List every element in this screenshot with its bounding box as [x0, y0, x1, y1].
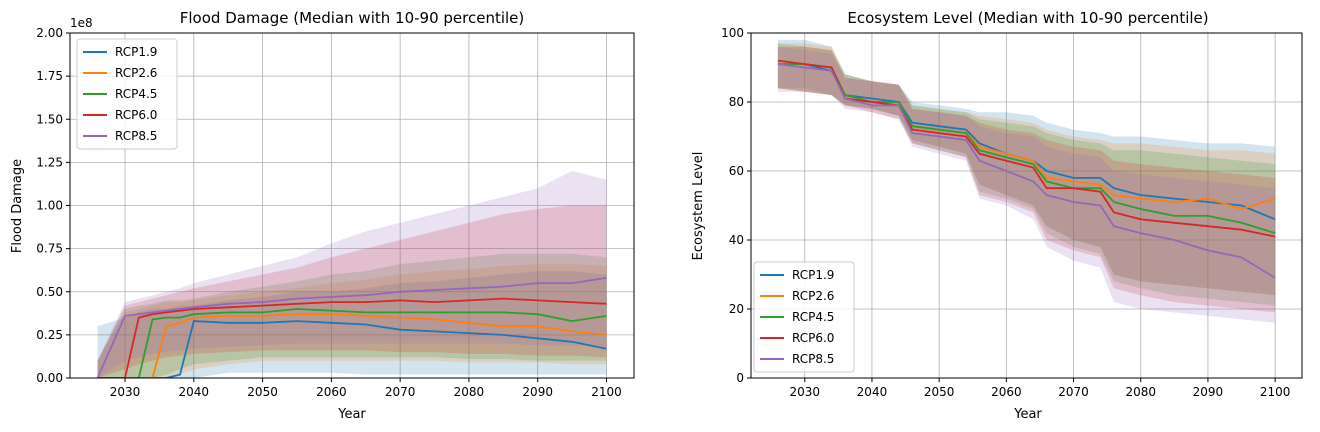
line-rcp4-5: [777, 63, 1276, 234]
x-tick-label: 2090: [522, 385, 553, 399]
line-rcp1-9: [97, 320, 607, 378]
y-tick-label: 0.00: [36, 371, 63, 385]
band-rcp1-9: [777, 39, 1276, 296]
x-axis-label: Year: [1013, 407, 1042, 422]
legend-frame: [76, 38, 178, 150]
line-rcp2-6: [97, 313, 607, 378]
x-axis-label: Year: [337, 407, 366, 422]
y-tick-label: 100: [721, 26, 744, 40]
y-tick-label: 20: [729, 302, 744, 316]
y-tick-label: 0: [736, 371, 744, 385]
y-offset-label: 1e8: [70, 16, 93, 30]
x-tick-label: 2100: [1260, 385, 1291, 399]
y-tick-label: 1.25: [36, 155, 63, 169]
legend-label: RCP6.0: [792, 331, 834, 345]
x-tick-label: 2040: [179, 385, 210, 399]
band-rcp6-0: [97, 205, 607, 378]
legend: RCP1.9 RCP2.6 RCP4.5 RCP6.0 RCP8.5: [753, 261, 855, 373]
y-tick-label: 60: [729, 164, 744, 178]
y-tick-label: 0.75: [36, 242, 63, 256]
band-rcp8-5: [777, 46, 1276, 323]
legend-label: RCP4.5: [115, 87, 157, 101]
legend-label: RCP1.9: [115, 45, 157, 59]
x-tick-label: 2070: [1058, 385, 1089, 399]
legend-label: RCP8.5: [792, 352, 834, 366]
ecosystem-level-chart: Ecosystem Level (Median with 10-90 perce…: [691, 9, 1303, 422]
line-rcp4-5: [97, 308, 607, 378]
y-tick-label: 1.75: [36, 69, 63, 83]
y-axis-label: Flood Damage: [10, 159, 25, 253]
axes-frame: [750, 32, 1303, 379]
ticks: 2030 2040 2050 2060 2070 2080 2090 210002040608…: [721, 26, 1290, 399]
line-rcp8-5: [777, 63, 1276, 279]
plot-area: [96, 171, 607, 378]
line-rcp8-5: [96, 277, 607, 378]
x-tick-label: 2070: [385, 385, 416, 399]
ticks: 2030 2040 2050 2060 2070 2080 2090 2100 0.00 0.25…: [36, 26, 621, 399]
legend-label: RCP1.9: [792, 268, 834, 282]
legend-label: RCP6.0: [115, 108, 157, 122]
x-tick-label: 2090: [1193, 385, 1224, 399]
flood-damage-chart: Flood Damage (Median with 10-90 percenti…: [10, 9, 635, 422]
y-tick-label: 40: [729, 233, 744, 247]
line-rcp6-0: [777, 59, 1276, 238]
legend-label: RCP2.6: [115, 66, 157, 80]
y-axis-label: Ecosystem Level: [691, 152, 706, 261]
y-tick-label: 0.25: [36, 328, 63, 342]
legend-frame: [753, 261, 855, 373]
x-tick-label: 2060: [316, 385, 347, 399]
x-tick-label: 2060: [991, 385, 1022, 399]
x-tick-label: 2100: [591, 385, 622, 399]
y-tick-label: 1.00: [36, 199, 63, 213]
chart-title: Ecosystem Level (Median with 10-90 perce…: [847, 9, 1208, 27]
x-tick-label: 2080: [1125, 385, 1156, 399]
band-rcp8-5: [97, 171, 607, 378]
legend: RCP1.9 RCP2.6 RCP4.5 RCP6.0 RCP8.5: [76, 38, 178, 150]
chart-title: Flood Damage (Median with 10-90 percenti…: [180, 9, 525, 27]
x-tick-label: 2030: [110, 385, 141, 399]
line-rcp6-0: [97, 297, 607, 378]
band-rcp2-6: [97, 264, 607, 378]
x-tick-label: 2050: [924, 385, 955, 399]
y-tick-label: 0.50: [36, 285, 63, 299]
legend-label: RCP4.5: [792, 310, 834, 324]
y-tick-label: 2.00: [36, 26, 63, 40]
y-tick-label: 1.50: [36, 112, 63, 126]
x-tick-label: 2080: [454, 385, 485, 399]
y-tick-label: 80: [729, 95, 744, 109]
legend-label: RCP8.5: [115, 129, 157, 143]
x-tick-label: 2030: [789, 385, 820, 399]
legend-label: RCP2.6: [792, 289, 834, 303]
plot-area: [777, 39, 1276, 323]
x-tick-label: 2050: [247, 385, 278, 399]
x-tick-label: 2040: [857, 385, 888, 399]
